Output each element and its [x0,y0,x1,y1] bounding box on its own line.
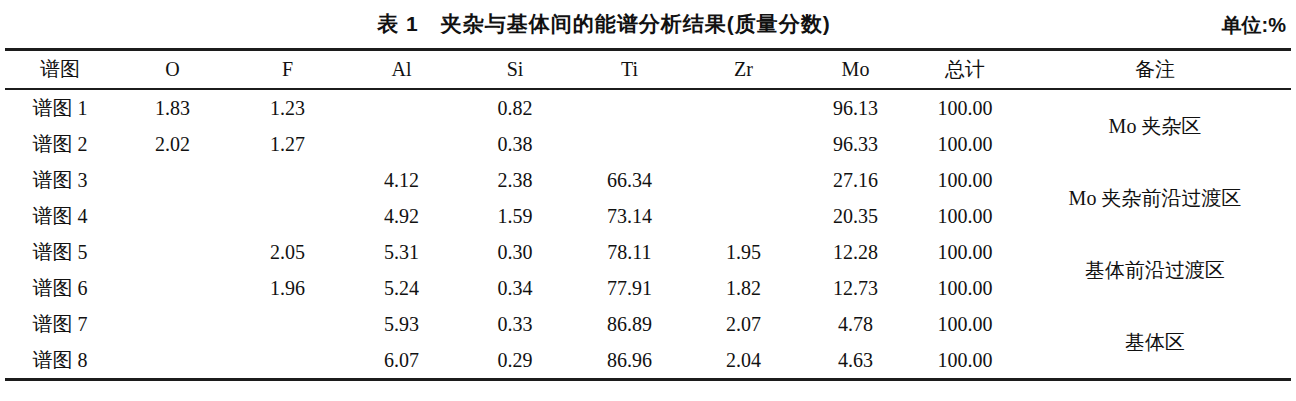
row-label: 谱图 6 [5,270,115,306]
row-label: 谱图 8 [5,342,115,380]
table-caption-row: 表 1 夹杂与基体间的能谱分析结果(质量分数) 单位:% [0,0,1296,48]
header-row: 谱图 O F Al Si Ti Zr Mo 总计 备注 [5,50,1291,90]
cell-mo: 27.16 [800,162,911,198]
cell-f: 1.27 [230,126,345,162]
cell-ti [572,126,687,162]
cell-total: 100.00 [911,306,1019,342]
cell-si: 0.33 [458,306,572,342]
cell-al: 5.93 [345,306,458,342]
cell-al: 5.31 [345,234,458,270]
row-label: 谱图 4 [5,198,115,234]
cell-si: 1.59 [458,198,572,234]
unit-label: 单位:% [1222,12,1286,39]
column-header-zr: Zr [687,50,800,90]
cell-si: 2.38 [458,162,572,198]
cell-mo: 4.63 [800,342,911,380]
column-header-remark: 备注 [1019,50,1291,90]
cell-zr: 1.82 [687,270,800,306]
cell-o [115,342,230,380]
cell-f [230,306,345,342]
cell-si: 0.30 [458,234,572,270]
row-label: 谱图 2 [5,126,115,162]
remark-cell: 基体前沿过渡区 [1019,234,1291,306]
cell-ti: 86.89 [572,306,687,342]
cell-al: 5.24 [345,270,458,306]
cell-o [115,306,230,342]
cell-f [230,198,345,234]
table-row: 谱图 3 4.12 2.38 66.34 27.16 100.00 Mo 夹杂前… [5,162,1291,198]
column-header-f: F [230,50,345,90]
cell-o [115,234,230,270]
cell-ti: 73.14 [572,198,687,234]
column-header-si: Si [458,50,572,90]
cell-mo: 12.28 [800,234,911,270]
cell-zr [687,89,800,126]
cell-ti [572,89,687,126]
cell-total: 100.00 [911,270,1019,306]
column-header-ti: Ti [572,50,687,90]
cell-total: 100.00 [911,89,1019,126]
cell-zr [687,126,800,162]
cell-mo: 4.78 [800,306,911,342]
row-label: 谱图 7 [5,306,115,342]
cell-f: 1.23 [230,89,345,126]
table-header: 谱图 O F Al Si Ti Zr Mo 总计 备注 [5,50,1291,90]
cell-al: 6.07 [345,342,458,380]
cell-total: 100.00 [911,162,1019,198]
column-header-al: Al [345,50,458,90]
cell-ti: 78.11 [572,234,687,270]
cell-mo: 96.33 [800,126,911,162]
cell-f [230,342,345,380]
cell-ti: 66.34 [572,162,687,198]
remark-cell: Mo 夹杂区 [1019,89,1291,162]
cell-mo: 96.13 [800,89,911,126]
row-label: 谱图 3 [5,162,115,198]
table-row: 谱图 1 1.83 1.23 0.82 96.13 100.00 Mo 夹杂区 [5,89,1291,126]
column-header-mo: Mo [800,50,911,90]
cell-mo: 20.35 [800,198,911,234]
column-header-o: O [115,50,230,90]
column-header-spectrum: 谱图 [5,50,115,90]
cell-zr: 2.07 [687,306,800,342]
row-label: 谱图 1 [5,89,115,126]
cell-total: 100.00 [911,342,1019,380]
cell-total: 100.00 [911,234,1019,270]
table-body: 谱图 1 1.83 1.23 0.82 96.13 100.00 Mo 夹杂区 … [5,89,1291,380]
cell-si: 0.34 [458,270,572,306]
table-row: 谱图 5 2.05 5.31 0.30 78.11 1.95 12.28 100… [5,234,1291,270]
cell-zr: 2.04 [687,342,800,380]
cell-total: 100.00 [911,198,1019,234]
cell-ti: 86.96 [572,342,687,380]
cell-al: 4.92 [345,198,458,234]
cell-f [230,162,345,198]
row-label: 谱图 5 [5,234,115,270]
cell-al [345,126,458,162]
cell-o [115,162,230,198]
cell-f: 2.05 [230,234,345,270]
remark-cell: Mo 夹杂前沿过渡区 [1019,162,1291,234]
table-title: 表 1 夹杂与基体间的能谱分析结果(质量分数) [377,10,831,38]
paper-table-figure: 表 1 夹杂与基体间的能谱分析结果(质量分数) 单位:% 谱图 O F Al S… [0,0,1296,401]
cell-o [115,198,230,234]
remark-cell: 基体区 [1019,306,1291,380]
eds-analysis-table: 谱图 O F Al Si Ti Zr Mo 总计 备注 谱图 1 1.83 1.… [5,48,1291,381]
cell-zr [687,198,800,234]
cell-f: 1.96 [230,270,345,306]
cell-si: 0.82 [458,89,572,126]
cell-zr [687,162,800,198]
column-header-total: 总计 [911,50,1019,90]
cell-si: 0.38 [458,126,572,162]
cell-zr: 1.95 [687,234,800,270]
cell-mo: 12.73 [800,270,911,306]
cell-al [345,89,458,126]
cell-si: 0.29 [458,342,572,380]
cell-al: 4.12 [345,162,458,198]
cell-ti: 77.91 [572,270,687,306]
table-row: 谱图 7 5.93 0.33 86.89 2.07 4.78 100.00 基体… [5,306,1291,342]
cell-o: 2.02 [115,126,230,162]
cell-o: 1.83 [115,89,230,126]
cell-total: 100.00 [911,126,1019,162]
cell-o [115,270,230,306]
